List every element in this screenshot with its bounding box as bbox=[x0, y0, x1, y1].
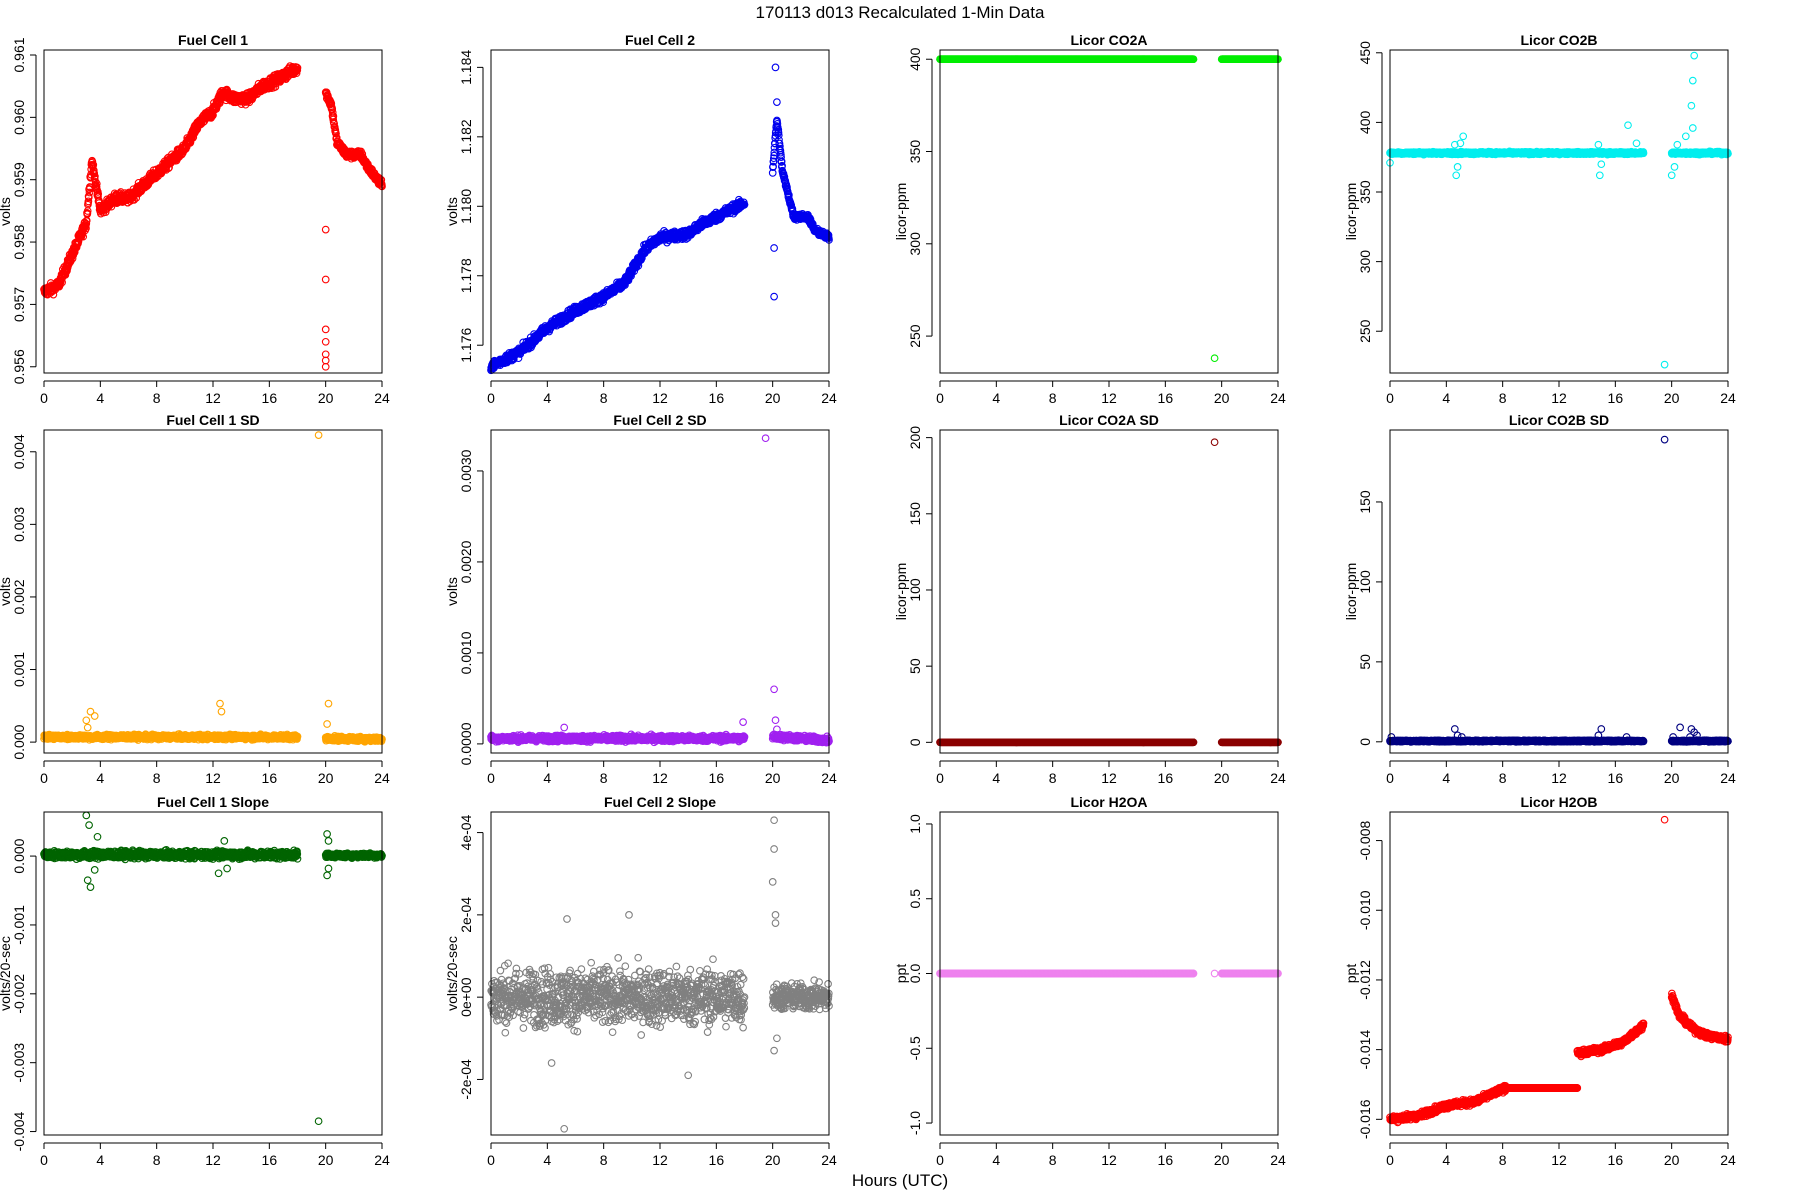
x-tick-label: 20 bbox=[1214, 390, 1230, 406]
data-point bbox=[89, 161, 98, 169]
y-tick-label: 1.180 bbox=[458, 189, 474, 224]
data-point-outlier bbox=[770, 244, 778, 252]
data-point bbox=[84, 197, 93, 206]
data-point bbox=[327, 100, 336, 108]
x-tick-label: 0 bbox=[40, 390, 48, 406]
data-point-outlier bbox=[321, 362, 330, 371]
y-tick-label: 250 bbox=[907, 324, 923, 348]
x-tick-label: 4 bbox=[543, 390, 551, 406]
x-tick-label: 12 bbox=[652, 390, 668, 406]
data-point bbox=[85, 188, 94, 197]
data-point bbox=[292, 69, 301, 78]
data-point bbox=[83, 209, 92, 218]
data-point bbox=[70, 248, 79, 257]
data-point bbox=[58, 278, 66, 287]
data-points bbox=[1386, 51, 1732, 369]
data-point-outlier bbox=[1210, 354, 1219, 363]
panel-title: Fuel Cell 2 bbox=[625, 32, 695, 48]
x-tick-label: 24 bbox=[821, 390, 837, 406]
data-point bbox=[82, 219, 91, 228]
data-point-outlier bbox=[321, 356, 330, 365]
data-point bbox=[84, 193, 93, 202]
x-tick-label: 20 bbox=[765, 390, 781, 406]
x-tick-label: 20 bbox=[318, 390, 334, 406]
x-tick-label: 4 bbox=[96, 390, 104, 406]
x-tick-label: 16 bbox=[262, 390, 278, 406]
y-tick-label: 300 bbox=[907, 232, 923, 256]
y-axis: 1.176 1.178 1.180 1.182 1.184 bbox=[458, 50, 484, 363]
y-tick-label: 1.182 bbox=[458, 119, 474, 154]
x-tick-label: 8 bbox=[600, 390, 608, 406]
y-tick-label: 350 bbox=[907, 140, 923, 164]
data-point-outlier bbox=[321, 350, 330, 359]
plot-frame bbox=[939, 49, 1279, 374]
panel-licor-co2a: Licor CO2A 0 4 8 12 16 20 24 250 300 350 400 licor-p… bbox=[893, 32, 1286, 406]
data-point bbox=[293, 66, 302, 75]
y-tick-label: 400 bbox=[907, 47, 923, 71]
x-tick-label: 16 bbox=[1158, 390, 1174, 406]
data-point bbox=[91, 172, 99, 181]
data-point-outlier bbox=[321, 225, 330, 234]
data-points bbox=[487, 63, 833, 375]
y-tick-label: 0.958 bbox=[11, 224, 27, 259]
x-axis: 0 4 8 12 16 20 24 bbox=[936, 380, 1286, 406]
panel-fuel-cell-1: Fuel Cell 10 4 8 12 16 20 240.9560.9570.9580.9… bbox=[0, 32, 390, 406]
x-tick-label: 24 bbox=[374, 390, 390, 406]
data-point bbox=[92, 182, 101, 191]
data-point-outlier bbox=[771, 63, 780, 72]
data-points bbox=[40, 62, 386, 371]
y-tick-label: 0.960 bbox=[11, 100, 27, 135]
data-point bbox=[90, 169, 99, 177]
x-tick-label: 4 bbox=[992, 390, 1000, 406]
y-tick-label: 0.956 bbox=[11, 349, 27, 384]
data-point bbox=[107, 202, 116, 211]
y-axis-label: volts bbox=[444, 197, 460, 226]
y-tick-label: 0.961 bbox=[11, 37, 27, 72]
data-point-outlier bbox=[321, 325, 330, 334]
data-point bbox=[82, 224, 90, 233]
x-tick-label: 8 bbox=[1049, 390, 1057, 406]
y-axis-label: licor-ppm bbox=[893, 183, 909, 241]
y-tick-label: 1.178 bbox=[458, 258, 474, 293]
x-tick-label: 16 bbox=[709, 390, 725, 406]
panel-title: Licor CO2B bbox=[1520, 32, 1597, 48]
figure-title: 170113 d013 Recalculated 1-Min Data bbox=[756, 3, 1045, 22]
panel-title: Fuel Cell 1 bbox=[178, 32, 248, 48]
x-tick-label: 8 bbox=[153, 390, 161, 406]
data-point-outlier bbox=[773, 98, 781, 106]
panel-grid: Fuel Cell 10 4 8 12 16 20 240.9560.9570.9580.9… bbox=[0, 32, 1736, 1168]
data-point bbox=[89, 166, 98, 175]
panel-fuel-cell-2: Fuel Cell 20 4 8 12 16 20 241.1761.1781.1801.1… bbox=[444, 32, 837, 406]
y-axis-label: volts bbox=[0, 197, 13, 226]
x-axis: 0 4 8 12 16 20 24 bbox=[487, 380, 837, 406]
x-tick-label: 12 bbox=[1101, 390, 1117, 406]
x-tick-label: 12 bbox=[205, 390, 221, 406]
y-tick-label: 0.959 bbox=[11, 162, 27, 197]
x-tick-label: 0 bbox=[936, 390, 944, 406]
data-point-outlier bbox=[321, 275, 330, 284]
data-point-outlier bbox=[321, 337, 330, 346]
x-tick-label: 24 bbox=[1270, 390, 1286, 406]
y-axis: 0.956 0.957 0.958 0.959 0.960 0.961 bbox=[11, 37, 37, 384]
y-tick-label: 1.176 bbox=[458, 327, 474, 362]
y-tick-label: 1.184 bbox=[458, 50, 474, 85]
x-axis-label: Hours (UTC) bbox=[852, 1171, 948, 1190]
data-points bbox=[936, 55, 1282, 363]
panel-title: Licor CO2A bbox=[1070, 32, 1147, 48]
y-tick-label: 0.957 bbox=[11, 287, 27, 322]
x-tick-label: 0 bbox=[487, 390, 495, 406]
data-point-outlier bbox=[770, 292, 778, 301]
data-point bbox=[293, 64, 302, 72]
y-axis: 250 300 350 400 bbox=[907, 47, 933, 348]
x-axis: 0 4 8 12 16 20 24 bbox=[40, 380, 390, 406]
